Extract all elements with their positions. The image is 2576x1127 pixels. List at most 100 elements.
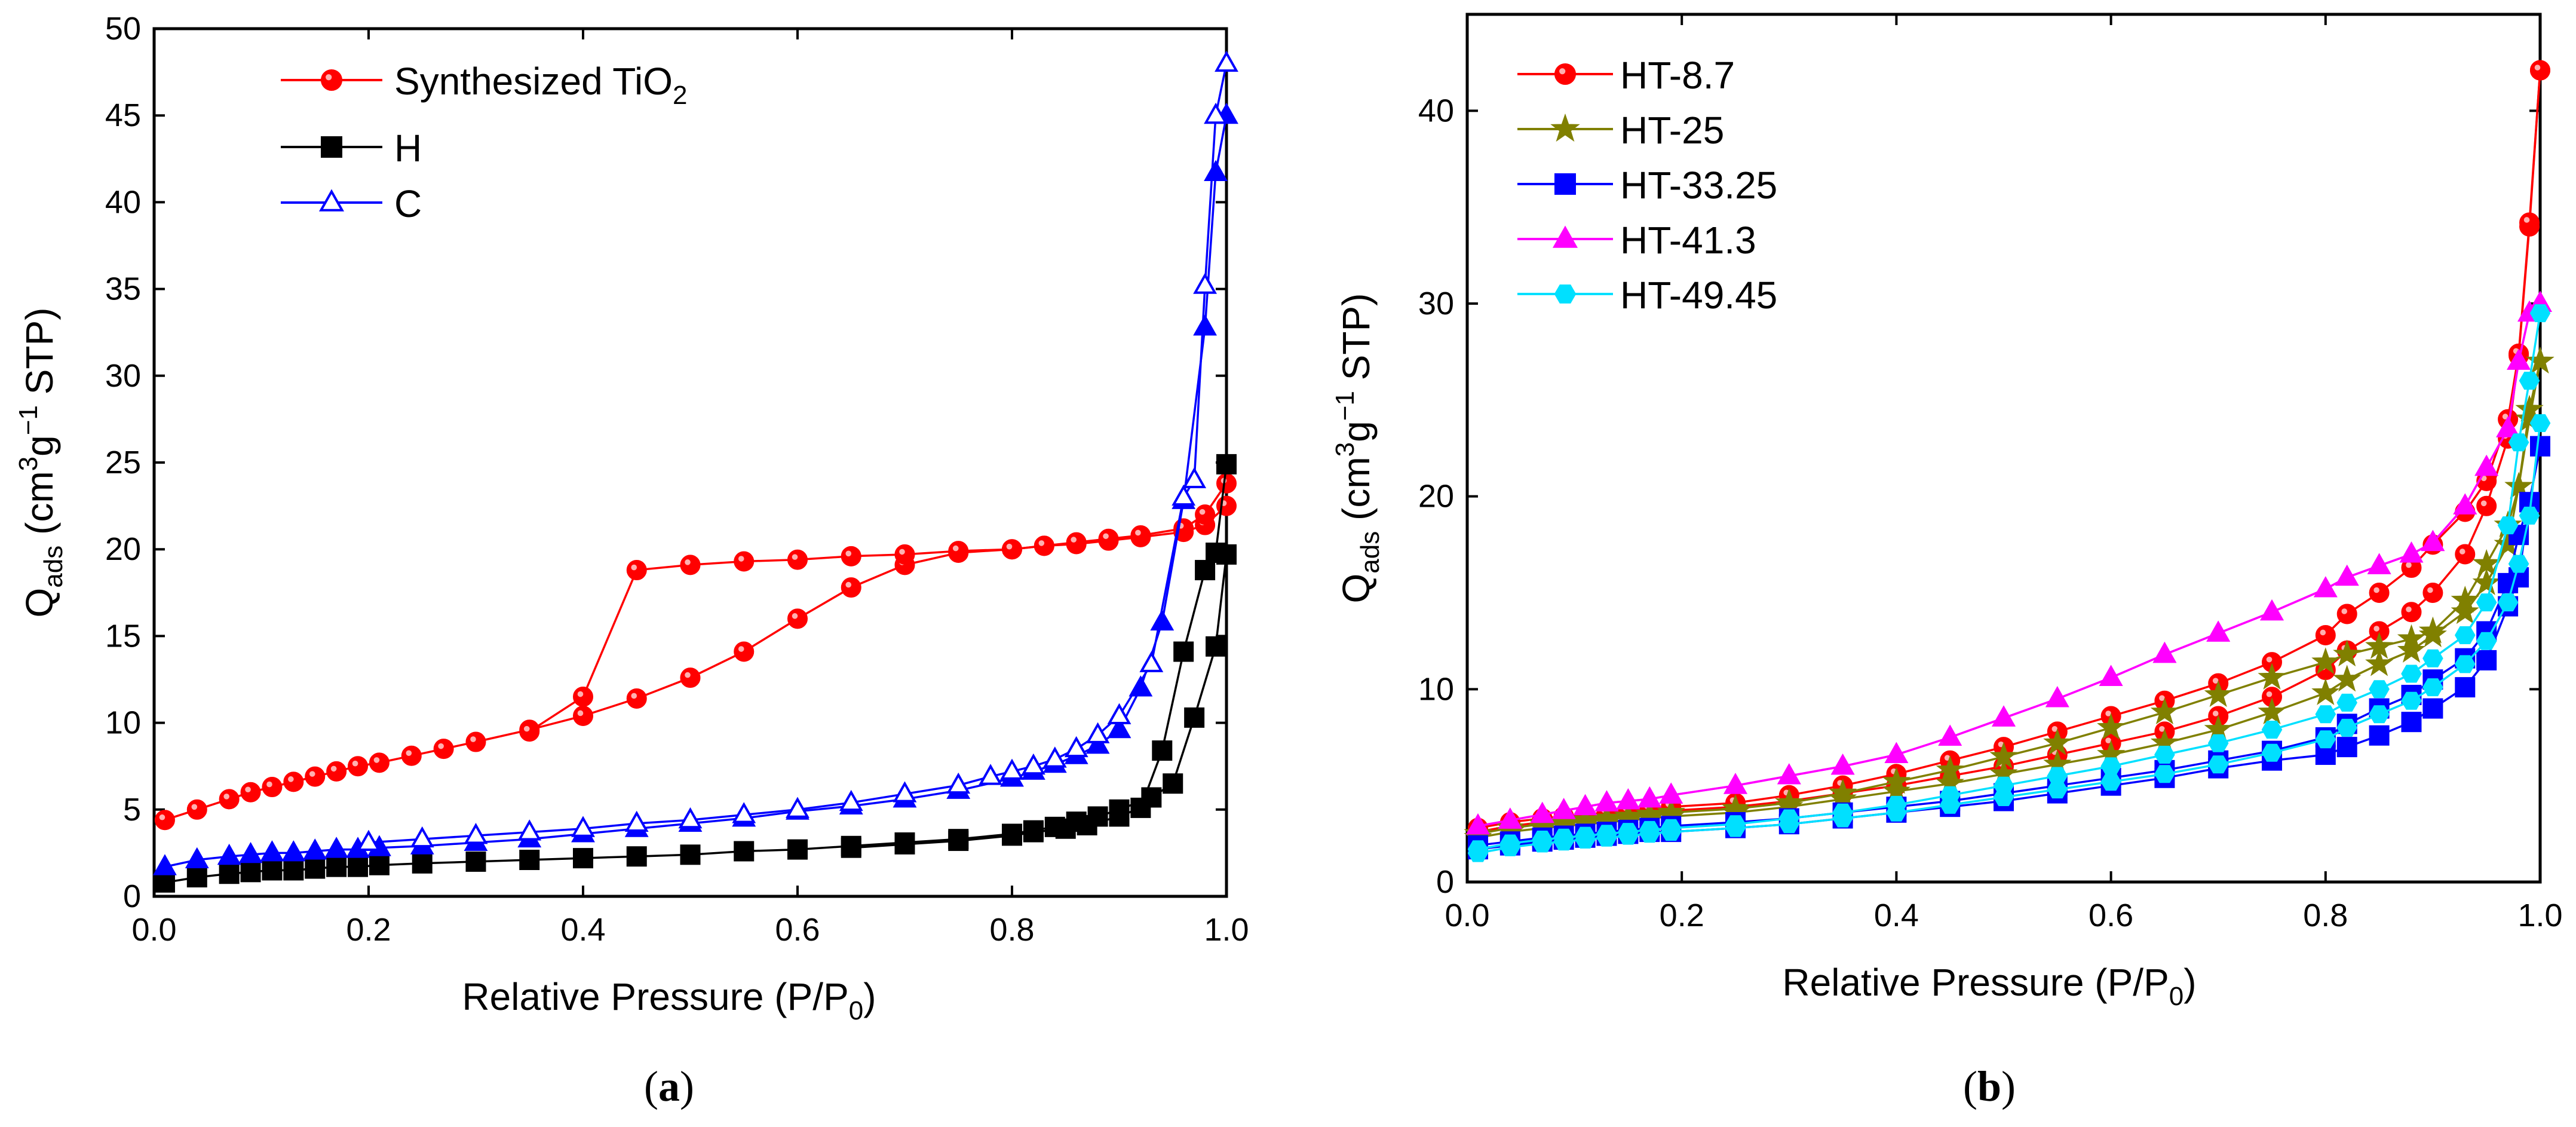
series-ht-25-desorption-point-10 [1775,788,1804,815]
series-ht-25-adsorption-point-26 [2472,568,2501,595]
series-synthesized-tio2-adsorption-point-12-highlight [470,736,476,742]
series-synthesized-tio2-desorption-point-7 [1002,539,1022,560]
series-c-adsorption-point-30 [1193,314,1218,336]
series-ht-41-3-desorption-point-19 [2260,599,2284,621]
series-synthesized-tio2-adsorption-point-15-highlight [631,693,637,699]
series-ht-41-3-desorption-point-20 [2313,576,2338,598]
series-h-adsorption-point-2 [219,863,240,884]
series-ht-33-25-adsorption-point-25 [2455,677,2476,698]
series-ht-25-desorption-point-13 [1936,755,1964,782]
b-ytick-label-2: 20 [1418,479,1454,514]
series-synthesized-tio2-adsorption-point-5-highlight [288,776,294,782]
series-h-adsorption-point-10 [412,853,433,874]
series-ht-8-7-adsorption-point-23-highlight [2406,606,2412,612]
series-c-desorption-point-15 [839,789,863,811]
series-ht-41-3-desorption-point-26 [2474,454,2499,476]
series-c-adsorption-point-6 [303,838,327,860]
series-synthesized-tio2-adsorption-point-9-highlight [373,757,380,763]
series-synthesized-tio2-desorption-point-1 [1195,504,1216,525]
series-synthesized-tio2-desorption-point-9-highlight [899,549,905,555]
panel-b-x-ticks: 0.0 0.2 0.4 0.6 0.8 1.0 [1445,14,2563,933]
series-synthesized-tio2-adsorption-point-0-highlight [159,814,165,820]
a-xtick-label-0: 0.0 [131,912,176,948]
panel-a-x-axis-label: Relative Pressure (P/P0) [462,975,876,1025]
panel-a-legend: Synthesized TiO2 H C [281,60,687,225]
a-ytick-label-2: 10 [105,705,141,741]
series-synthesized-tio2 [154,473,1237,831]
series-c-desorption-point-9 [1042,746,1067,768]
series-h-desorption-point-2 [1195,560,1216,581]
series-ht-25-desorption-point-14 [1989,742,2018,769]
series-ht-41-3-desorption-point-11 [1830,754,1855,775]
series-h-adsorption-point-8 [348,856,369,877]
series-ht-8-7-desorption-point-22-highlight [2373,587,2379,593]
series-h-desorption-point-7 [1077,814,1097,835]
legend-marker-h [321,136,342,158]
series-ht-41-3-desorption-point-7 [1637,786,1662,808]
b-xtick-label-1: 0.2 [1660,898,1704,933]
series-c-desorption-point-7 [1085,722,1110,743]
series-synthesized-tio2-adsorption-point-7 [326,761,347,782]
series-ht-41-3-desorption-point-1 [1498,807,1522,829]
series-synthesized-tio2-adsorption-point-16-highlight [685,672,691,678]
series-synthesized-tio2-adsorption-point-17 [734,641,755,662]
series-ht-25-desorption-point-22 [2365,632,2394,659]
series-h-adsorption-point-7 [326,856,347,877]
series-c-adsorption-point-0 [153,854,177,875]
series-ht-8-7-adsorption-point-26-highlight [2480,500,2487,507]
series-h-adsorption-point-12 [519,850,540,871]
series-synthesized-tio2-desorption-point-4-highlight [1103,533,1109,540]
series-synthesized-tio2-adsorption-point-5 [283,771,304,792]
series-ht-41-3-desorption-point-13 [1938,724,1962,746]
a-ytick-label-5: 25 [105,445,141,480]
series-ht-33-25-adsorption-point-22 [2369,725,2390,746]
series-ht-41-3-desorption-point-6 [1616,788,1640,810]
series-ht-25-adsorption-point-21 [2333,664,2362,692]
series-synthesized-tio2-desorption-point-7-highlight [1006,543,1013,550]
series-c-desorption-point-4 [1172,484,1196,506]
series-ht-41-3-desorption-point-28 [2507,348,2531,370]
series-synthesized-tio2-adsorption-point-6-highlight [309,771,315,777]
series-synthesized-tio2-adsorption-point-2-highlight [223,794,229,800]
series-synthesized-tio2-adsorption-point-0 [154,810,175,831]
series-ht-8-7-desorption-point-18-highlight [2212,678,2219,684]
series-synthesized-tio2-desorption-point-8 [948,541,969,562]
series-synthesized-tio2-adsorption-point-9 [369,752,390,773]
series-ht-25-desorption-point-17 [2150,697,2179,725]
series-c [153,50,1238,875]
panel-b-y-axis-label: Qads (cm3g−1 STP) [1330,293,1385,604]
series-synthesized-tio2-adsorption-point-11-highlight [438,743,444,749]
series-synthesized-tio2-adsorption-point-7-highlight [330,765,337,772]
series-ht-8-7-desorption-point-20-highlight [2320,629,2326,636]
a-ytick-label-8: 40 [105,184,141,220]
series-synthesized-tio2-desorption-point-13 [680,555,701,575]
series-h-adsorption-point-9 [369,855,390,875]
panel-b-legend: HT-8.7 HT-25 HT-33.25 HT-41.3 HT-49.45 [1517,54,1777,317]
legend-label-c: C [394,182,422,225]
series-c-adsorption-point-2 [217,843,241,865]
legend-marker-synthesized-tio2 [321,69,342,91]
series-ht-8-7-desorption-point-22 [2369,583,2390,603]
series-synthesized-tio2-adsorption-point-1 [186,799,207,820]
series-ht-25-adsorption-point-12 [1882,776,1910,804]
series-h-desorption-point-9 [1023,822,1044,843]
series-h-adsorption-point-29 [1184,707,1205,728]
series-c-desorption-point-8 [1064,736,1088,758]
a-ytick-label-9: 45 [105,97,141,133]
series-h-adsorption-point-28 [1163,773,1183,794]
series-c-desorption-point-11 [1000,758,1024,780]
series-synthesized-tio2-desorption-point-1-highlight [1199,509,1206,515]
series-ht-41-3-desorption-point-12 [1884,742,1909,764]
series-synthesized-tio2-adsorption-point-19 [841,577,861,598]
series-ht-8-7-desorption-point-16-highlight [2105,710,2111,716]
series-ht-8-7-desorption-point-20 [2315,624,2336,645]
series-c-adsorption-point-28 [1150,609,1174,631]
series-ht-8-7-adsorption-point-16-highlight [2105,737,2111,743]
series-c-adsorption-point-25 [1085,733,1110,754]
series-synthesized-tio2-desorption-point-6 [1034,535,1054,556]
panel-b: 0 10 20 30 40 0.0 0.2 0.4 0.6 0.8 1.0 Relative Pr… [1330,13,2563,1110]
series-h-desorption-point-8 [1055,818,1076,839]
series-ht-8-7-adsorption-point-22-highlight [2373,626,2379,632]
a-xtick-label-5: 1.0 [1204,912,1249,948]
b-xtick-label-4: 0.8 [2303,898,2348,933]
